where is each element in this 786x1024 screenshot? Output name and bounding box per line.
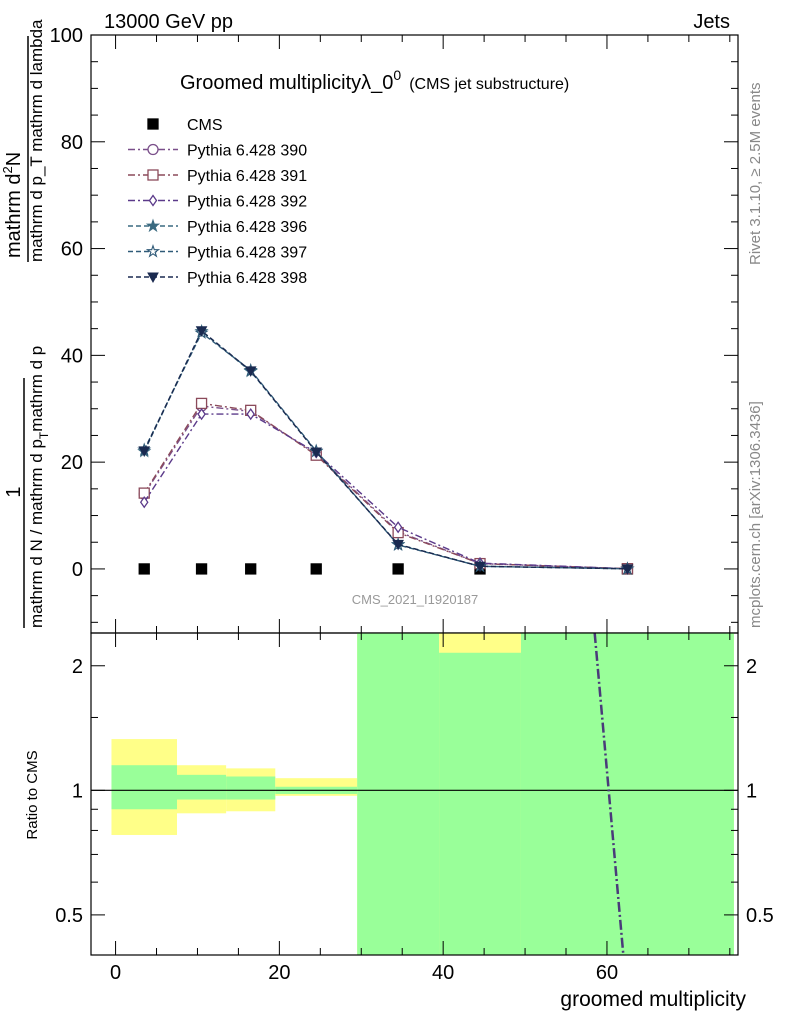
stat-band: [111, 765, 177, 810]
stat-band: [226, 776, 276, 800]
y-label-denominator: mathrm d N / mathrm d pTmathrm d p: [27, 346, 51, 628]
marker-square: [138, 563, 150, 575]
marker-triangle: [310, 447, 323, 459]
ratio-panel: 0.5 0.51 12 20 20 40 60 Ratio to CMS groomed m…: [24, 632, 774, 1011]
ratio-y-label: Ratio to CMS: [24, 750, 41, 839]
marker-diamond: [148, 194, 158, 207]
marker-square: [245, 563, 257, 575]
ratio-frame: [90, 632, 739, 956]
x-tick-label: 40: [432, 962, 454, 984]
marker-square: [195, 397, 208, 410]
series-pythia-390: [138, 400, 634, 575]
series-pythia-398: [138, 326, 634, 575]
series-cms: [138, 563, 634, 575]
stat-band: [520, 633, 734, 955]
marker-star: [145, 244, 161, 258]
main-ticks: 0 20 40 60 80 100: [50, 25, 738, 633]
ratio-y-tick-label: 2: [72, 656, 83, 678]
ratio-bands: [111, 633, 734, 955]
stat-band: [176, 774, 227, 800]
series-pythia-391: [138, 397, 634, 575]
series-line: [143, 330, 628, 570]
marker-square: [310, 563, 322, 575]
y-label-numerator: mathrm d2N: [0, 152, 25, 258]
marker-square: [147, 118, 159, 130]
y-tick-label: 60: [61, 239, 83, 261]
stat-band: [357, 633, 440, 955]
legend-label: Pythia 6.428 392: [187, 194, 307, 211]
legend-label: Pythia 6.428 397: [187, 245, 307, 262]
main-y-label: 1 mathrm d N / mathrm d pTmathrm d p mat…: [0, 19, 51, 628]
x-axis-label: groomed multiplicity: [560, 988, 746, 1011]
series-line: [143, 329, 628, 570]
legend-label: CMS: [187, 117, 223, 134]
y-tick-label: 100: [50, 25, 83, 47]
marker-square: [195, 563, 208, 575]
main-panel: 0 20 40 60 80 100 Groomed multiplicityλ_00(CM…: [50, 25, 739, 634]
marker-triangle: [621, 564, 634, 575]
ratio-y-tick-label-right: 2: [746, 656, 757, 678]
y-label-rest: mathrm d p_T mathrm d lambda: [27, 19, 46, 262]
ratio-y-tick-label: 1: [72, 780, 83, 802]
series-line: [143, 402, 628, 570]
plot-title: Groomed multiplicityλ_00(CMS jet substru…: [180, 67, 569, 94]
ratio-ticks: 0.5 0.51 12 20 20 40 60: [55, 633, 774, 984]
series-line: [143, 331, 628, 570]
legend-label: Pythia 6.428 398: [187, 270, 307, 287]
main-series: [137, 323, 635, 575]
series-line: [143, 405, 628, 570]
legend: CMS Pythia 6.428 390 Pythia 6.428 391 Pythi…: [128, 117, 307, 287]
x-tick-label: 0: [110, 962, 121, 984]
marker-triangle: [138, 446, 151, 457]
marker-square: [147, 169, 159, 181]
marker-square: [392, 563, 404, 575]
marker-star: [145, 218, 161, 233]
ratio-lines: [91, 633, 738, 955]
y-tick-label: 0: [72, 559, 83, 581]
marker-triangle: [147, 272, 159, 284]
header-left: 13000 GeV pp: [104, 11, 233, 33]
legend-label: Pythia 6.428 391: [187, 168, 307, 185]
y-tick-label: 40: [61, 345, 83, 367]
stat-band: [439, 652, 521, 955]
header-right: Jets: [693, 11, 730, 33]
marker-triangle: [244, 366, 257, 377]
x-tick-label: 60: [596, 962, 618, 984]
ratio-y-tick-label: 0.5: [55, 905, 83, 927]
x-tick-label: 20: [268, 962, 290, 984]
ratio-y-tick-label-right: 1: [746, 780, 757, 802]
series-pythia-396: [137, 323, 635, 575]
y-tick-label: 80: [61, 132, 83, 154]
marker-triangle: [392, 539, 404, 551]
marker-diamond: [246, 407, 255, 421]
analysis-id: CMS_2021_I1920187: [352, 592, 479, 607]
ratio-y-tick-label-right: 0.5: [746, 905, 774, 927]
marker-triangle: [195, 326, 208, 337]
marker-triangle: [474, 561, 486, 573]
marker-circle: [147, 143, 159, 156]
legend-label: Pythia 6.428 396: [187, 219, 307, 236]
mcplots-label: mcplots.cern.ch [arXiv:1306.3436]: [747, 401, 764, 628]
series-pythia-397: [137, 325, 635, 575]
series-pythia-392: [139, 407, 632, 575]
y-tick-label: 20: [61, 452, 83, 474]
marker-diamond: [393, 521, 403, 534]
marker-diamond: [139, 496, 149, 509]
marker-diamond: [197, 407, 206, 421]
rivet-label: Rivet 3.1.10, ≥ 2.5M events: [747, 83, 764, 266]
series-line: [143, 413, 628, 570]
y-label-one: 1: [3, 486, 25, 497]
legend-label: Pythia 6.428 390: [187, 143, 307, 160]
